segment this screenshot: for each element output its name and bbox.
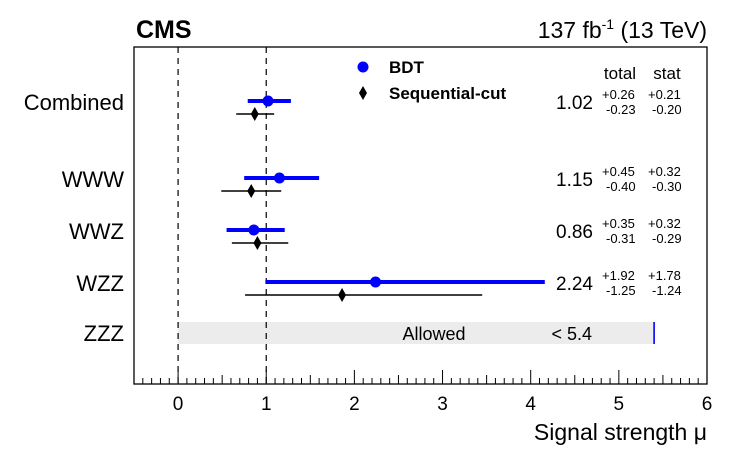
bdt-point-wwz xyxy=(248,224,260,236)
sequential-cut-point-combined xyxy=(250,107,259,121)
category-label-www: WWW xyxy=(62,167,125,192)
column-header-stat: stat xyxy=(653,64,681,83)
bdt-point-www xyxy=(273,172,285,184)
experiment-label: CMS xyxy=(136,16,192,44)
result-total-up-www: +0.45 xyxy=(602,164,635,179)
result-total-up-wzz: +1.92 xyxy=(602,268,635,283)
result-stat-up-www: +0.32 xyxy=(648,164,681,179)
result-stat-up-wzz: +1.78 xyxy=(648,268,681,283)
result-stat-down-wwz: -0.29 xyxy=(652,231,682,246)
x-axis-label: Signal strength μ xyxy=(534,419,707,445)
result-value-www: 1.15 xyxy=(556,170,593,191)
bdt-point-combined xyxy=(262,95,274,107)
result-total-up-wwz: +0.35 xyxy=(602,216,635,231)
x-tick-label-2: 2 xyxy=(349,394,360,415)
legend-bdt-marker xyxy=(357,61,369,73)
category-label-wzz: WZZ xyxy=(76,271,124,296)
column-header-total: total xyxy=(604,64,636,83)
result-total-down-wwz: -0.31 xyxy=(606,231,636,246)
result-total-up-combined: +0.26 xyxy=(602,87,635,102)
x-tick-label-3: 3 xyxy=(437,394,448,415)
sequential-cut-point-wzz xyxy=(338,288,347,302)
result-total-down-combined: -0.23 xyxy=(606,102,636,117)
result-total-down-www: -0.40 xyxy=(606,179,636,194)
result-value-combined: 1.02 xyxy=(556,93,593,114)
legend-sequential-cut-label: Sequential-cut xyxy=(389,84,506,103)
result-stat-down-www: -0.30 xyxy=(652,179,682,194)
legend-bdt-label: BDT xyxy=(389,58,425,77)
result-stat-up-combined: +0.21 xyxy=(648,87,681,102)
category-label-combined: Combined xyxy=(24,90,124,115)
result-stat-up-wwz: +0.32 xyxy=(648,216,681,231)
x-tick-label-1: 1 xyxy=(261,394,272,415)
sequential-cut-point-wwz xyxy=(253,236,262,250)
upper-limit-value: < 5.4 xyxy=(551,324,592,344)
allowed-region-band xyxy=(178,322,655,344)
allowed-region-label: Allowed xyxy=(402,324,465,344)
bdt-point-wzz xyxy=(370,276,382,288)
legend-sequential-cut-marker xyxy=(359,86,367,100)
x-tick-label-5: 5 xyxy=(614,394,625,415)
plot-frame xyxy=(133,46,708,385)
sequential-cut-point-www xyxy=(247,184,256,198)
result-value-wwz: 0.86 xyxy=(556,222,593,243)
result-value-wzz: 2.24 xyxy=(556,274,593,295)
category-label-wwz: WWZ xyxy=(69,219,124,244)
luminosity-label: 137 fb-1 (13 TeV) xyxy=(538,16,707,43)
result-total-down-wzz: -1.25 xyxy=(606,283,636,298)
x-tick-label-4: 4 xyxy=(525,394,536,415)
x-tick-label-0: 0 xyxy=(173,394,184,415)
category-label-zzz: ZZZ xyxy=(84,321,124,346)
result-stat-down-wzz: -1.24 xyxy=(652,283,682,298)
result-stat-down-combined: -0.20 xyxy=(652,102,682,117)
x-tick-label-6: 6 xyxy=(702,394,713,415)
